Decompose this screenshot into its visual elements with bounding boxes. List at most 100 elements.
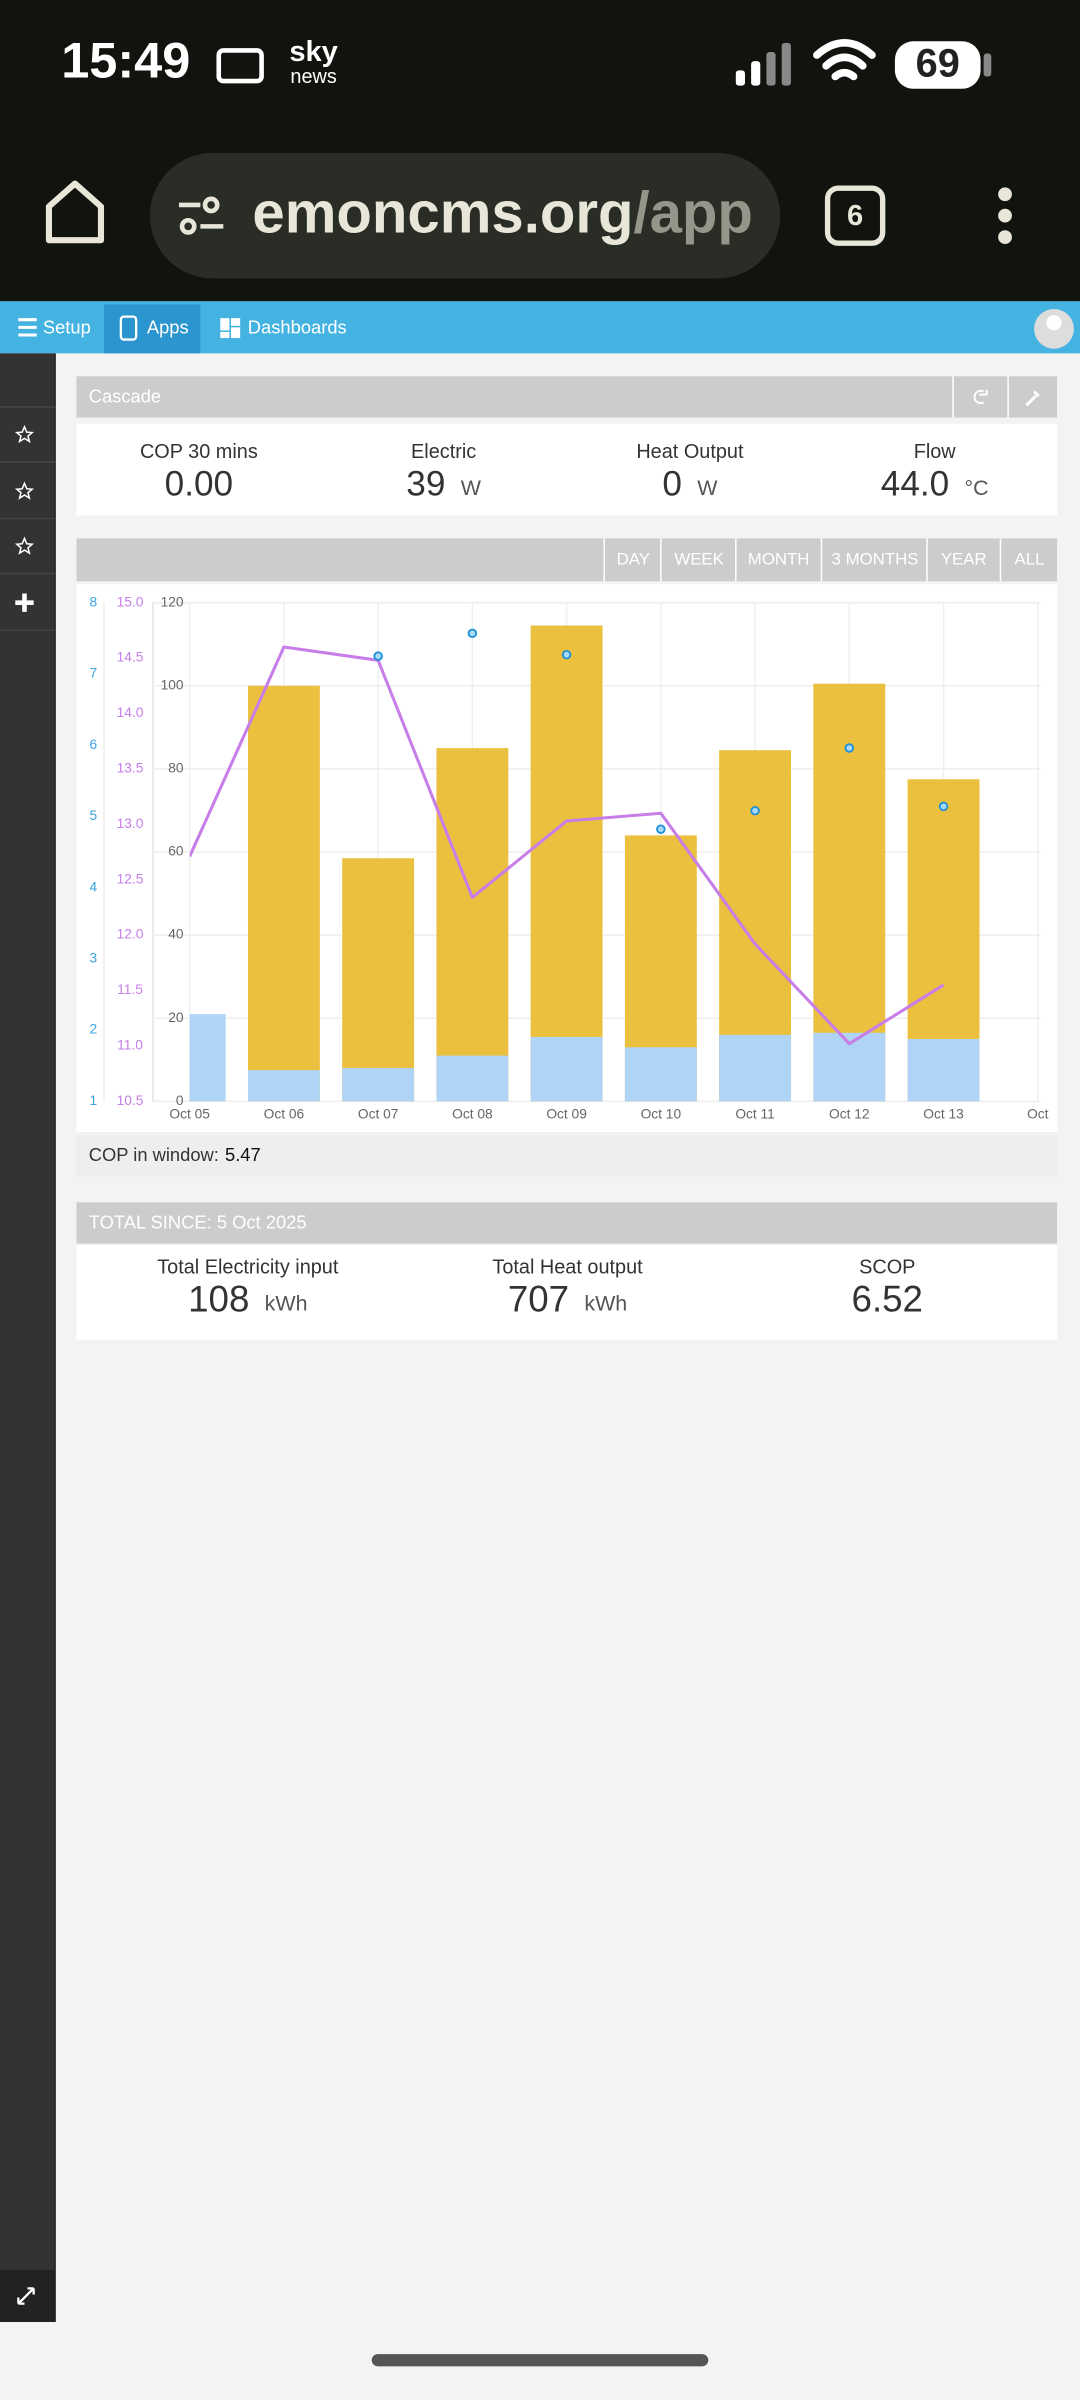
y-tick-label: 10.5	[117, 1093, 144, 1108]
y-tick-label: 13.5	[117, 761, 144, 776]
url-bar[interactable]	[149, 152, 781, 279]
home-button[interactable]	[45, 180, 105, 244]
total-label: Total Heat output	[492, 1256, 643, 1278]
y-tick-label: 6	[89, 737, 97, 752]
share-button[interactable]	[973, 389, 988, 404]
battery-level: 69	[916, 41, 960, 85]
total-label: Total Electricity input	[157, 1256, 339, 1278]
user-avatar-head	[1046, 315, 1062, 331]
bar	[436, 1055, 509, 1102]
plot	[189, 625, 980, 1102]
url-host: emoncms.org	[252, 181, 633, 246]
y-tick-label: 0	[176, 1093, 184, 1108]
y-tick-label: 60	[168, 844, 184, 859]
y-tick-label: 8	[89, 594, 97, 609]
wifi-icon	[813, 39, 876, 81]
stat-label: Heat Output	[636, 441, 744, 463]
stat-value: 0.00	[165, 465, 233, 504]
cop-window-label: COP in window:	[89, 1144, 219, 1165]
panel-title: Cascade	[89, 386, 161, 407]
stat-label: Flow	[914, 441, 957, 463]
clock: 15:49	[61, 32, 190, 89]
point	[467, 628, 478, 639]
y-tick-label: 20	[168, 1010, 184, 1025]
point	[938, 801, 949, 812]
nav-item[interactable]: Apps	[147, 317, 189, 338]
tabs-button[interactable]	[824, 185, 886, 246]
stat-unit: kWh	[584, 1291, 627, 1315]
point	[844, 743, 855, 753]
notification-icon	[216, 48, 264, 84]
stat-value: 6.52	[852, 1278, 923, 1319]
range-button[interactable]: MONTH	[748, 549, 810, 568]
bar	[342, 1068, 415, 1102]
y-tick-label: 7	[89, 666, 97, 681]
cop-window-bar	[76, 1134, 1058, 1177]
bar	[530, 1036, 603, 1102]
y-tick-label: 40	[168, 927, 184, 942]
y-tick-label: 12.5	[117, 871, 144, 886]
stat-value: 707	[508, 1278, 569, 1319]
x-tick-label: Oct 11	[735, 1107, 774, 1122]
bar	[189, 1014, 226, 1102]
totals-header	[76, 1202, 1058, 1244]
nav-item[interactable]: Setup	[43, 317, 91, 338]
x-tick-label: Oct 06	[264, 1107, 305, 1122]
y-tick-label: 120	[161, 594, 184, 609]
range-button[interactable]: ALL	[1015, 549, 1045, 568]
y-tick-label: 14.0	[117, 705, 144, 720]
point	[750, 805, 760, 816]
menu-button[interactable]	[998, 187, 1012, 244]
stat-unit: kWh	[265, 1291, 308, 1315]
total-label: SCOP	[859, 1256, 915, 1278]
dashboard-icon	[220, 318, 241, 339]
bar	[624, 1047, 697, 1102]
y-tick-label: 100	[161, 677, 184, 692]
stat-value: 39	[406, 465, 445, 504]
bar	[247, 1070, 320, 1102]
range-button[interactable]: YEAR	[941, 549, 987, 568]
sidebar-add[interactable]	[15, 593, 34, 612]
range-button[interactable]: WEEK	[674, 549, 724, 568]
y-tick-label: 11.5	[117, 982, 143, 997]
signal-icon	[735, 42, 791, 86]
y-tick-label: 11.0	[117, 1038, 143, 1053]
sidebar	[0, 353, 56, 2322]
app-icon-text: sky	[289, 36, 337, 68]
bar	[247, 685, 320, 1102]
stat-label: Electric	[411, 441, 476, 463]
nav-item[interactable]: Dashboards	[248, 317, 347, 338]
stat-unit: W	[461, 476, 482, 500]
x-tick-label: Oct	[1027, 1107, 1049, 1122]
y-tick-label: 4	[89, 879, 97, 894]
y-tick-label: 14.5	[117, 650, 144, 665]
app-icon-text: news	[290, 66, 336, 88]
x-tick-label: Oct 10	[641, 1107, 682, 1122]
y-tick-label: 2	[89, 1022, 97, 1037]
battery-tip	[983, 53, 992, 77]
config-button[interactable]	[1025, 390, 1040, 407]
line	[189, 645, 945, 1046]
tab-count: 6	[847, 200, 863, 232]
site-settings-icon[interactable]	[178, 196, 224, 235]
range-bar	[76, 538, 1058, 582]
home-indicator	[371, 2354, 709, 2367]
stat-value: 44.0	[881, 465, 949, 504]
stat-unit: W	[697, 476, 718, 500]
totals-title: TOTAL SINCE: 5 Oct 2025	[89, 1212, 307, 1233]
range-button[interactable]: DAY	[617, 549, 650, 568]
range-button[interactable]: 3 MONTHS	[832, 549, 919, 568]
x-tick-label: Oct 09	[546, 1107, 587, 1122]
sidebar-icons[interactable]	[14, 424, 35, 555]
y-tick-label: 15.0	[117, 594, 144, 609]
totals-panel	[76, 1245, 1058, 1340]
bar	[719, 1034, 792, 1102]
x-tick-label: Oct 13	[923, 1107, 964, 1122]
apps-icon	[119, 315, 138, 341]
stat-value: 108	[188, 1278, 249, 1319]
stats-panel	[76, 423, 1058, 516]
stat-unit: °C	[965, 476, 989, 500]
range-separators	[603, 538, 1002, 582]
panel-header	[76, 376, 1058, 418]
